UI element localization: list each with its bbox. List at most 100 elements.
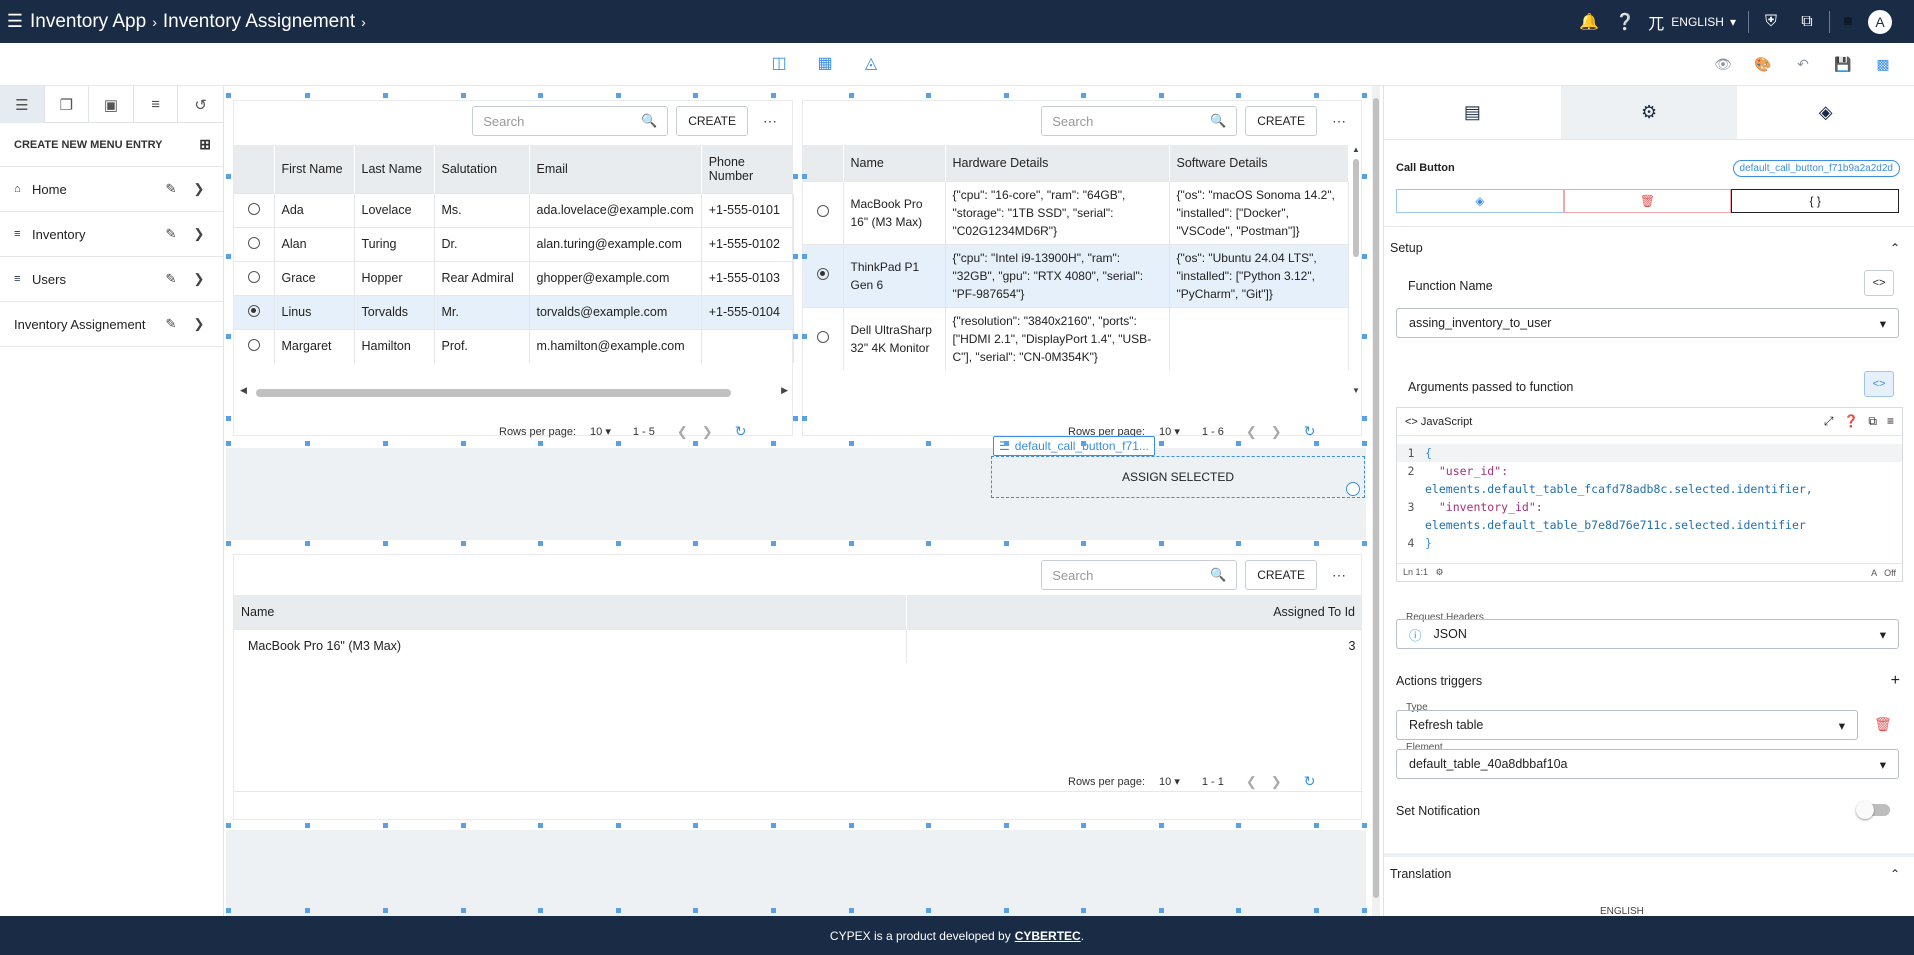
chevron-right-icon[interactable]: ❯ [193, 226, 205, 241]
hamburger-menu-icon[interactable]: ☰ [6, 11, 24, 31]
row-select-cell[interactable] [803, 243, 844, 307]
row-select-cell[interactable] [234, 260, 275, 295]
element-tag[interactable]: ☰ default_call_button_f71... [993, 436, 1155, 456]
column-header[interactable]: Phone Number [701, 145, 794, 193]
add-trigger-icon[interactable]: + [1890, 672, 1900, 689]
prev-page-icon[interactable]: ❮ [1245, 773, 1257, 789]
row-radio[interactable] [816, 331, 829, 343]
prev-page-icon[interactable]: ❮ [1245, 423, 1257, 439]
scroll-down-icon[interactable]: ▼ [1352, 386, 1360, 395]
column-header[interactable]: Name [843, 145, 946, 181]
help-icon[interactable]: ❓ [1843, 414, 1859, 428]
column-header[interactable]: Last Name [354, 145, 435, 193]
scroll-left-icon[interactable]: ◀ [240, 385, 247, 395]
trigger-type-select[interactable]: Refresh table ▾ [1396, 710, 1858, 740]
edit-pencil-icon[interactable]: ✎ [165, 226, 177, 241]
save-icon[interactable]: 💾 [1834, 56, 1852, 72]
rows-per-page-select[interactable]: 10 ▾ [590, 426, 611, 438]
row-select-cell[interactable] [803, 306, 844, 370]
code-view-button[interactable]: { } [1731, 189, 1900, 213]
refresh-icon[interactable]: ↻ [734, 423, 747, 439]
add-entry-icon[interactable]: ⊞ [199, 136, 211, 152]
tab-pages[interactable]: ❐ [45, 86, 90, 123]
chevron-up-icon[interactable]: ⌃ [1889, 241, 1900, 255]
copy-icon[interactable]: ⧉ [1868, 414, 1877, 428]
delete-button[interactable]: 🗑 [1563, 189, 1732, 213]
create-menu-entry[interactable]: CREATE NEW MENU ENTRY ⊞ [0, 123, 223, 167]
setup-section-header[interactable]: Setup ⌃ [1390, 236, 1900, 260]
chevron-right-icon[interactable]: ❯ [193, 181, 205, 196]
table-row[interactable]: Ada Lovelace Ms. ada.lovelace@example.com +1… [234, 192, 794, 227]
function-name-select[interactable]: assing_inventory_to_user ▾ [1396, 308, 1899, 338]
publish-icon[interactable]: ▩ [1876, 56, 1890, 72]
create-button[interactable]: CREATE [1245, 560, 1317, 590]
code-editor[interactable]: <> JavaScript ⤢ ❓ ⧉ ≡ 1{2 "user_id": elem… [1396, 407, 1903, 582]
table-row[interactable]: MacBook Pro 16" (M3 Max) 3 [234, 628, 1363, 663]
scrollbar-thumb[interactable] [1353, 159, 1359, 257]
trigger-element-select[interactable]: default_table_40a8dbbaf10a ▾ [1396, 749, 1899, 779]
edit-pencil-icon[interactable]: ✎ [165, 316, 177, 331]
column-header[interactable]: Salutation [434, 145, 530, 193]
sidebar-item-inventory-assignement[interactable]: Inventory Assignement ✎ ❯ [0, 302, 223, 347]
grid-toggle-icon[interactable]: ▦ [817, 55, 833, 72]
scroll-right-icon[interactable]: ▶ [781, 385, 788, 395]
translate-icon[interactable]: 兀 [1648, 15, 1665, 33]
row-radio[interactable] [816, 205, 829, 217]
search-input[interactable]: Search 🔍 [472, 106, 669, 136]
notifications-bell-icon[interactable]: 🔔 [1579, 13, 1600, 31]
next-page-icon[interactable]: ❯ [1270, 773, 1282, 789]
element-id-badge[interactable]: default_call_button_f71b9a2a2d2d [1732, 159, 1900, 177]
tab-history[interactable]: ↺ [178, 86, 223, 123]
table-row[interactable]: Alan Turing Dr. alan.turing@example.com +1-5… [234, 226, 794, 261]
row-radio[interactable] [247, 270, 260, 283]
edit-pencil-icon[interactable]: ✎ [165, 271, 177, 286]
create-button[interactable]: CREATE [676, 106, 748, 136]
translation-section-header[interactable]: Translation ⌃ [1390, 862, 1900, 886]
create-button[interactable]: CREATE [1245, 106, 1317, 136]
toggle-right-panel-icon[interactable]: ◬ [864, 55, 878, 72]
preview-eye-icon[interactable]: 👁 [1714, 56, 1732, 72]
duplicate-button[interactable]: ◈ [1396, 189, 1564, 213]
tab-settings[interactable]: ⚙ [1560, 86, 1738, 139]
row-select-cell[interactable] [234, 192, 275, 227]
translation-language[interactable]: ENGLISH [1600, 906, 1644, 917]
chevron-right-icon[interactable]: ❯ [193, 316, 205, 331]
dark-square-icon[interactable]: ■ [1843, 12, 1853, 30]
delete-trigger-icon[interactable]: 🗑 [1874, 716, 1892, 732]
toggle-left-panel-icon[interactable]: ◫ [771, 55, 787, 72]
more-options-icon[interactable]: ⋯ [1332, 566, 1346, 583]
canvas-scrollbar[interactable] [1372, 86, 1380, 916]
column-header[interactable]: Name [234, 595, 907, 629]
row-radio[interactable] [816, 268, 829, 280]
table-row[interactable]: Margaret Hamilton Prof. m.hamilton@example.… [234, 328, 794, 363]
rows-per-page-select[interactable]: 10 ▾ [1159, 426, 1180, 438]
sidebar-item-home[interactable]: ⌂ Home ✎ ❯ [0, 167, 223, 212]
column-header[interactable]: Assigned To Id [906, 595, 1363, 629]
edit-pencil-icon[interactable]: ✎ [165, 181, 177, 196]
code-toggle-icon[interactable]: <> [1864, 270, 1894, 296]
table-row[interactable]: Grace Hopper Rear Admiral ghopper@example.c… [234, 260, 794, 295]
breadcrumb-page[interactable]: Inventory Assignement [162, 10, 356, 32]
breadcrumb-app[interactable]: Inventory App [30, 10, 147, 32]
next-page-icon[interactable]: ❯ [701, 423, 713, 439]
row-select-cell[interactable] [234, 328, 275, 363]
scroll-up-icon[interactable]: ▲ [1352, 145, 1360, 154]
scrollbar-thumb[interactable] [1373, 98, 1379, 898]
code-toggle-icon[interactable]: <> [1864, 371, 1894, 397]
assign-selected-button[interactable]: ASSIGN SELECTED [991, 456, 1365, 498]
sidebar-item-inventory[interactable]: ≡ Inventory ✎ ❯ [0, 212, 223, 257]
format-icon[interactable]: ≡ [1886, 414, 1894, 428]
sidebar-item-users[interactable]: ≡ Users ✎ ❯ [0, 257, 223, 302]
font-icon[interactable]: A [1871, 567, 1877, 578]
tab-menu[interactable]: ☰ [0, 86, 45, 123]
rows-per-page-select[interactable]: 10 ▾ [1159, 776, 1180, 788]
table-row[interactable]: Linus Torvalds Mr. torvalds@example.com +1-5… [234, 294, 794, 329]
help-icon[interactable]: ❔ [1615, 13, 1636, 31]
chevron-up-icon[interactable]: ⌃ [1889, 867, 1900, 881]
row-select-cell[interactable] [803, 180, 844, 244]
tab-elements[interactable]: ▤ [1384, 86, 1561, 139]
column-header[interactable]: Hardware Details [945, 145, 1170, 181]
undo-icon[interactable]: ↶ [1797, 56, 1809, 72]
switch-view-icon[interactable]: ⧉ [1801, 12, 1813, 30]
vertical-scrollbar[interactable]: ▲ ▼ [1351, 145, 1361, 395]
